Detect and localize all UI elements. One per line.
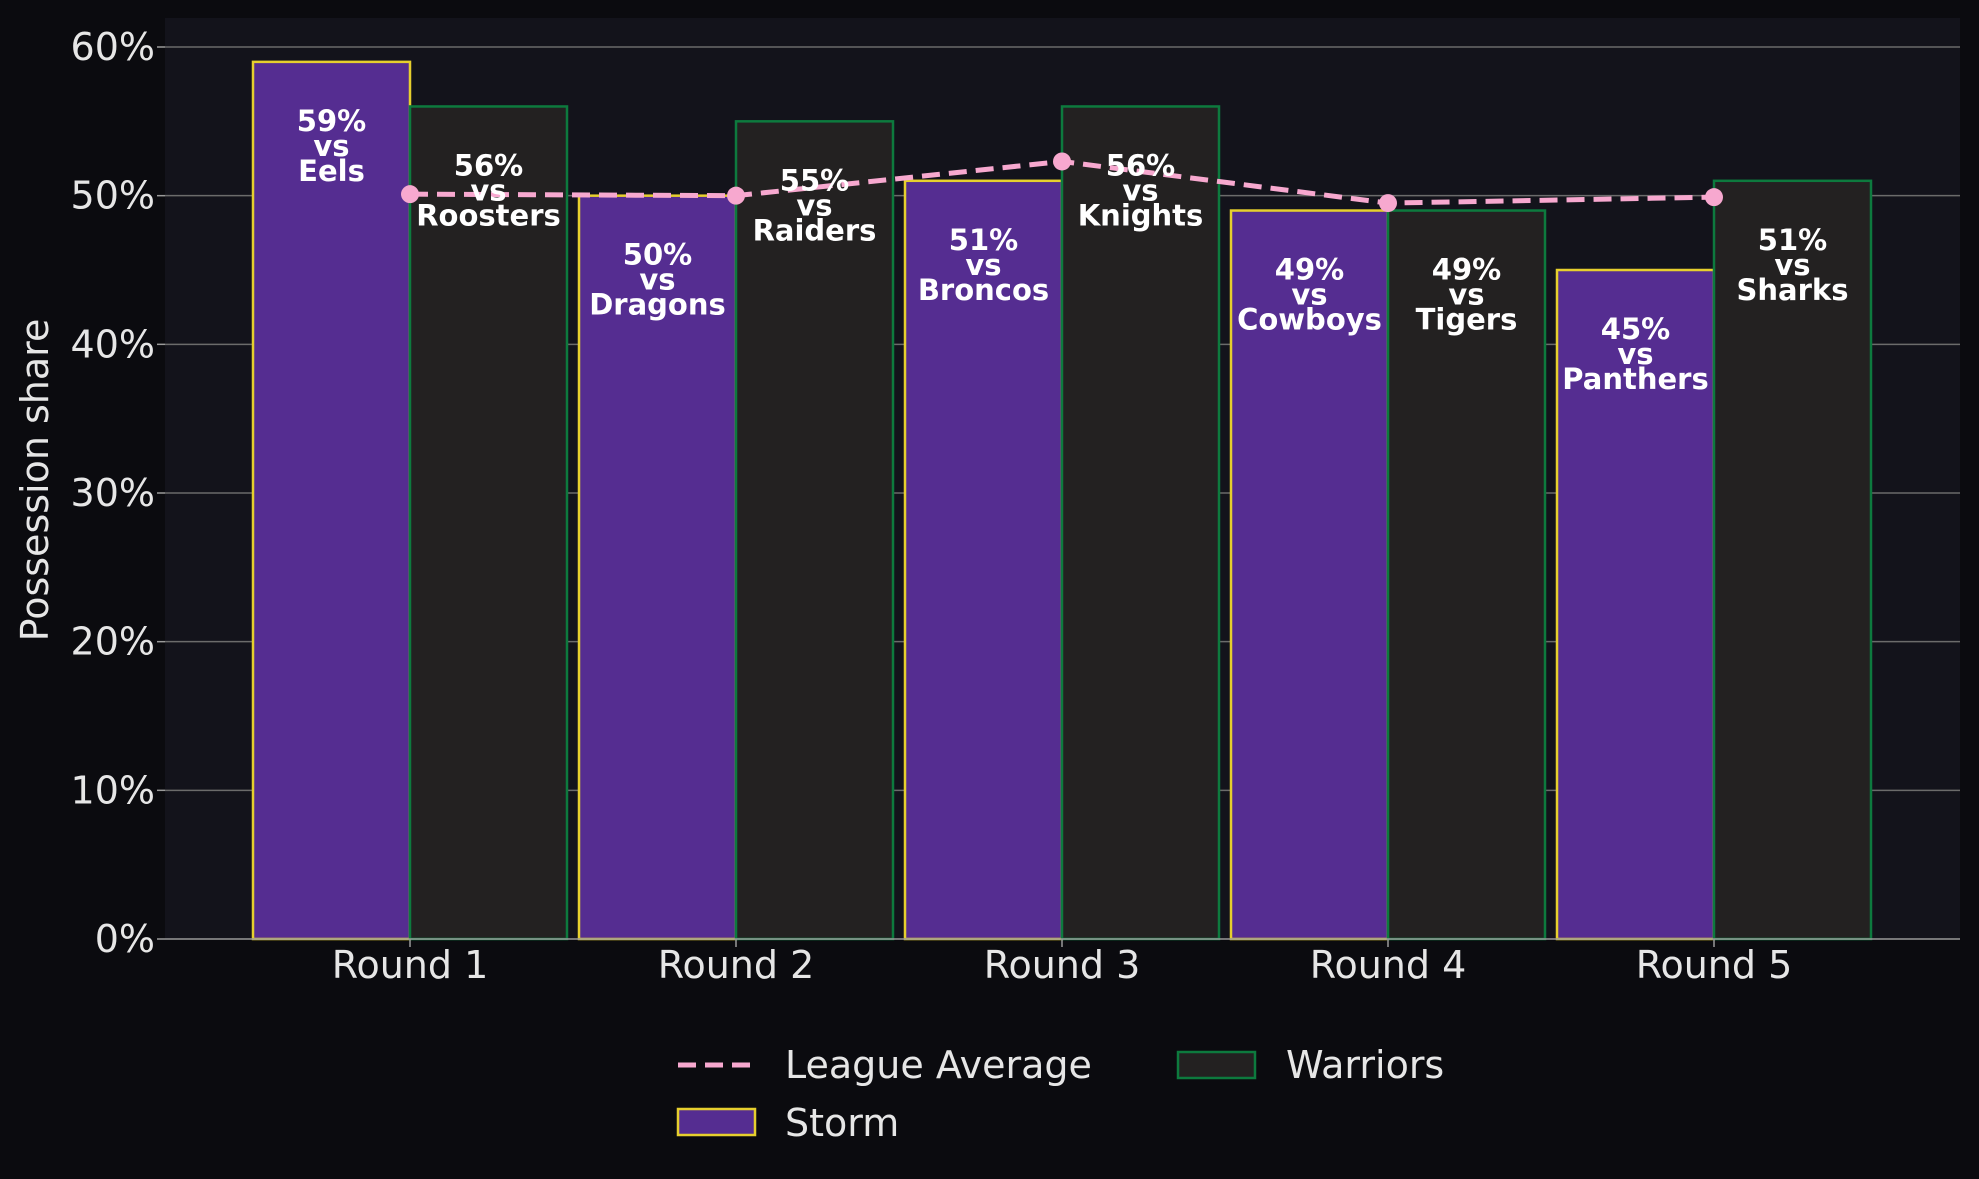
x-tick-label: Round 4 — [1310, 943, 1467, 987]
bar-label-line: vs — [470, 173, 506, 207]
bar-label-line: vs — [1291, 278, 1327, 312]
bar-label-line: vs — [965, 248, 1001, 282]
legend-league-average-label: League Average — [785, 1043, 1092, 1087]
y-tick-label: 20% — [71, 620, 155, 664]
y-axis-title: Possession share — [13, 319, 57, 642]
bar-label-warriors: 51% vs Sharks — [1737, 223, 1849, 307]
bar-label-line: Panthers — [1562, 362, 1708, 396]
bar-label-line: vs — [1122, 173, 1158, 207]
bar-storm — [1229, 209, 1390, 941]
bar-warriors — [1386, 209, 1547, 941]
bar-label-warriors: 55% vs Raiders — [753, 163, 877, 247]
y-tick-label: 0% — [95, 917, 155, 961]
league-average-point — [727, 186, 745, 205]
league-average-point — [1705, 188, 1723, 207]
bar-storm — [1555, 268, 1716, 941]
bar-storm — [903, 179, 1064, 941]
bar-label-line: vs — [639, 263, 675, 297]
bar-label-warriors: 56% vs Roosters — [416, 148, 561, 232]
x-axis-ticks: Round 1 Round 2 Round 3 Round 4 Round 5 — [332, 939, 1793, 987]
bar-label-line: 55% — [780, 163, 849, 197]
bar-label-line: Eels — [298, 154, 365, 188]
bar-label-warriors: 56% vs Knights — [1078, 148, 1204, 232]
bar-label-line: vs — [1448, 278, 1484, 312]
bar-label-line: vs — [1774, 248, 1810, 282]
x-tick-label: Round 5 — [1636, 943, 1793, 987]
bar-warriors — [1712, 179, 1873, 941]
bar-label-storm: 45% vs Panthers — [1562, 312, 1708, 396]
bar-label-line: 56% — [454, 148, 523, 182]
bar-label-line: 50% — [623, 238, 692, 272]
league-average-line — [401, 152, 1723, 213]
y-tick-label: 40% — [71, 322, 155, 366]
y-tick-label: 60% — [71, 25, 155, 69]
bar-label-line: 51% — [949, 223, 1018, 257]
legend-warriors-label: Warriors — [1286, 1043, 1444, 1087]
bar-label-line: Dragons — [589, 288, 726, 322]
x-tick-label: Round 3 — [984, 943, 1141, 987]
bar-label-line: vs — [313, 129, 349, 163]
bar-label-storm: 50% vs Dragons — [589, 238, 726, 322]
legend-storm-label: Storm — [785, 1101, 899, 1145]
bar-label-line: 49% — [1275, 253, 1344, 287]
bar-label-line: 49% — [1432, 253, 1501, 287]
league-average-point — [1053, 152, 1071, 171]
bar-label-line: Sharks — [1737, 273, 1849, 307]
bar-label-line: Cowboys — [1237, 303, 1382, 337]
bar-label-line: 51% — [1758, 223, 1827, 257]
bar-label-line: vs — [1617, 337, 1653, 371]
legend-warriors-swatch — [1176, 1050, 1257, 1080]
bar-label-line: Tigers — [1416, 303, 1518, 337]
bar-label-line: Knights — [1078, 198, 1204, 232]
bars — [251, 60, 1873, 941]
bar-storm — [577, 194, 738, 941]
bar-warriors — [408, 105, 569, 941]
league-average-point — [401, 185, 419, 204]
y-axis-ticks: 0% 10% 20% 30% 40% 50% 60% — [71, 25, 165, 961]
bar-label-warriors: 49% vs Tigers — [1416, 253, 1518, 337]
legend-storm-swatch — [676, 1107, 757, 1137]
bar-label-line: 45% — [1601, 312, 1670, 346]
y-tick-label: 30% — [71, 471, 155, 515]
y-tick-label: 10% — [71, 768, 155, 812]
bar-label-line: vs — [796, 188, 832, 222]
league-average-point — [1379, 194, 1397, 213]
bar-label-storm: 59% vs Eels — [297, 104, 366, 188]
bar-storm — [251, 60, 412, 941]
legend: League Average Warriors Storm — [676, 1043, 1444, 1145]
bar-label-line: Raiders — [753, 213, 877, 247]
bar-label-line: 56% — [1106, 148, 1175, 182]
x-tick-label: Round 2 — [658, 943, 815, 987]
bar-label-storm: 49% vs Cowboys — [1237, 253, 1382, 337]
bar-label-line: Broncos — [918, 273, 1049, 307]
bar-label-storm: 51% vs Broncos — [918, 223, 1049, 307]
y-tick-label: 50% — [71, 174, 155, 218]
bar-label-line: 59% — [297, 104, 366, 138]
bar-label-line: Roosters — [416, 198, 561, 232]
x-tick-label: Round 1 — [332, 943, 489, 987]
